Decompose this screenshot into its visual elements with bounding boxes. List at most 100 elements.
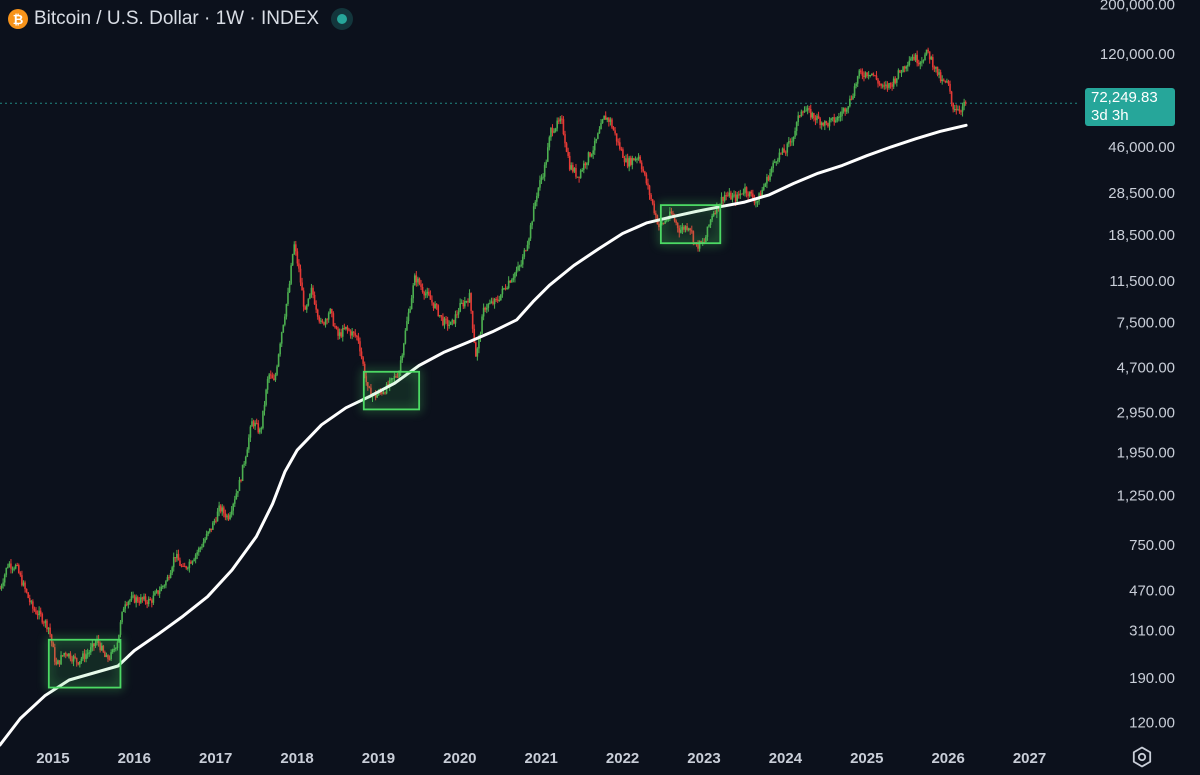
candle-body <box>11 568 14 570</box>
candle <box>678 225 681 238</box>
candle <box>0 583 3 591</box>
candle <box>329 308 332 315</box>
candle-body <box>806 108 809 111</box>
candle-body <box>47 627 50 630</box>
candle-body <box>381 392 383 394</box>
candle <box>680 225 682 234</box>
candle-body <box>855 83 857 87</box>
candle-body <box>938 72 940 75</box>
candle-body <box>881 85 884 87</box>
candle-body <box>437 305 440 317</box>
candle <box>586 162 588 170</box>
candle-body <box>789 141 792 143</box>
candle-body <box>919 62 922 65</box>
candle <box>302 287 305 312</box>
candle-body <box>410 298 413 310</box>
candle <box>828 117 831 131</box>
candle-body <box>957 109 959 111</box>
candle-body <box>636 158 638 160</box>
candle-body <box>648 185 651 195</box>
highlight-box <box>362 370 421 411</box>
candle-body <box>618 142 621 149</box>
candle-body <box>875 75 878 80</box>
candle-body <box>830 118 832 121</box>
candle-body <box>238 480 241 492</box>
candle-body <box>110 652 112 660</box>
candle <box>121 611 123 625</box>
candle <box>331 308 333 318</box>
candle <box>407 308 410 325</box>
candle <box>293 241 296 256</box>
candle <box>49 623 51 638</box>
candle-body <box>861 72 864 76</box>
symbol-title[interactable]: Bitcoin / U.S. Dollar · 1W · INDEX <box>34 8 320 29</box>
candle-body <box>456 314 458 316</box>
candle <box>476 347 479 361</box>
candle-body <box>345 326 347 329</box>
candle-body <box>35 610 37 614</box>
candle <box>617 138 620 146</box>
candle-body <box>777 159 779 162</box>
candle-body <box>449 321 452 325</box>
candle-body <box>798 115 801 117</box>
candle <box>803 106 806 113</box>
candle <box>698 240 701 252</box>
candle <box>830 117 832 123</box>
candle <box>124 600 127 613</box>
candle-body <box>91 643 94 648</box>
candle <box>130 591 133 602</box>
y-tick-label: 2,950.00 <box>1117 405 1175 422</box>
candle <box>423 290 425 300</box>
candle-body <box>248 437 250 450</box>
candle-body <box>453 319 455 324</box>
candle-body <box>229 514 231 520</box>
candle-body <box>154 592 156 596</box>
candle-body <box>863 75 865 78</box>
settings-gear-icon[interactable] <box>1130 745 1154 769</box>
candle <box>728 188 731 198</box>
candle-body <box>323 322 325 325</box>
time-axis[interactable]: 2015 2016 2017 2018 2019 2020 2021 2022 2023 2024… <box>36 750 1046 767</box>
candle-body <box>623 157 626 163</box>
candle-body <box>644 171 646 175</box>
candle-body <box>640 162 643 170</box>
chart-header[interactable]: ₿ Bitcoin / U.S. Dollar · 1W · INDEX <box>8 6 354 32</box>
candle-body <box>16 564 19 566</box>
candle-body <box>321 320 324 323</box>
candle-body <box>66 654 69 657</box>
candle-body <box>568 155 571 170</box>
x-tick-label: 2024 <box>769 750 803 767</box>
candle <box>188 559 191 573</box>
candle-body <box>676 222 679 229</box>
candle-body <box>614 130 616 134</box>
current-price-value: 72,249.83 <box>1091 89 1158 106</box>
candle-body <box>27 592 29 598</box>
candle <box>116 640 119 651</box>
candle <box>38 606 40 620</box>
candle <box>146 600 148 609</box>
candle-body <box>473 328 476 343</box>
candle <box>241 464 244 482</box>
candle-body <box>370 387 372 398</box>
candle <box>769 169 771 183</box>
candle-body <box>443 318 446 326</box>
candle-body <box>645 174 648 184</box>
candle <box>326 318 328 325</box>
candle <box>525 249 527 252</box>
candle-body <box>766 176 768 184</box>
candle <box>110 649 112 662</box>
candle <box>629 155 632 167</box>
candle <box>514 271 516 283</box>
candle-body <box>10 563 12 569</box>
candle <box>327 311 330 323</box>
candle <box>354 329 357 338</box>
price-axis[interactable]: 200,000.00 120,000.00 46,000.00 28,500.00 18… <box>1100 0 1175 731</box>
candle-body <box>762 186 765 190</box>
candle <box>645 172 648 186</box>
candle-body <box>307 298 310 306</box>
candle-body <box>58 660 61 665</box>
candle <box>53 643 56 666</box>
candle <box>880 83 882 89</box>
candle-body <box>953 109 956 111</box>
